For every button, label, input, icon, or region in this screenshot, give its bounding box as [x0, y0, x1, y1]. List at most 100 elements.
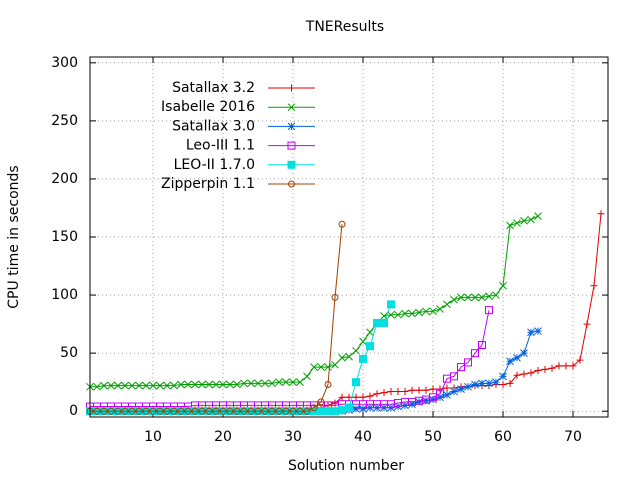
- marker: [288, 180, 295, 188]
- marker: [436, 305, 444, 313]
- marker: [163, 381, 171, 390]
- series: [86, 220, 346, 415]
- y-tick-label: 50: [60, 345, 78, 361]
- marker: [142, 381, 150, 390]
- marker: [366, 392, 374, 400]
- marker: [268, 379, 276, 388]
- marker: [485, 379, 493, 388]
- marker: [499, 372, 507, 381]
- marker: [387, 387, 395, 395]
- marker: [191, 380, 199, 389]
- marker: [373, 390, 381, 398]
- y-tick-label: 150: [51, 229, 78, 245]
- legend-label: Leo-III 1.1: [186, 138, 255, 154]
- chart-title: TNEResults: [305, 19, 384, 35]
- marker: [338, 406, 346, 415]
- marker: [520, 370, 528, 378]
- marker: [352, 393, 360, 401]
- y-tick-label: 100: [51, 287, 78, 303]
- marker: [156, 407, 164, 415]
- marker: [317, 407, 325, 416]
- marker: [562, 362, 570, 370]
- marker: [422, 386, 430, 394]
- marker: [317, 363, 325, 371]
- marker: [135, 381, 143, 390]
- marker: [506, 357, 514, 366]
- marker: [436, 389, 444, 398]
- marker: [352, 405, 360, 413]
- marker: [324, 380, 332, 388]
- marker: [331, 293, 339, 301]
- marker: [408, 309, 416, 318]
- marker: [506, 221, 514, 230]
- marker: [415, 398, 423, 406]
- series: [86, 212, 542, 391]
- plot-frame: [89, 56, 609, 418]
- marker: [268, 407, 276, 415]
- marker: [177, 407, 185, 415]
- marker: [324, 363, 332, 371]
- marker: [240, 407, 248, 415]
- x-tick-label: 50: [424, 429, 442, 445]
- marker: [534, 367, 542, 375]
- marker: [226, 380, 234, 389]
- marker: [429, 395, 437, 404]
- marker: [100, 407, 108, 415]
- marker: [415, 386, 423, 394]
- marker: [527, 328, 535, 337]
- legend-label: Isabelle 2016: [161, 99, 255, 115]
- marker: [394, 387, 402, 395]
- marker: [408, 400, 416, 409]
- marker: [464, 358, 472, 367]
- marker: [429, 385, 437, 393]
- marker: [422, 307, 430, 316]
- marker: [247, 379, 255, 388]
- marker: [394, 310, 402, 319]
- y-tick-label: 300: [51, 55, 78, 71]
- marker: [198, 407, 206, 415]
- marker: [583, 320, 591, 328]
- marker: [114, 407, 122, 415]
- marker: [408, 386, 416, 394]
- marker: [184, 407, 192, 415]
- x-tick-label: 60: [494, 429, 512, 445]
- marker: [212, 407, 220, 415]
- marker: [345, 403, 353, 412]
- marker: [338, 393, 346, 401]
- marker: [513, 371, 521, 379]
- marker: [205, 407, 213, 415]
- marker: [450, 387, 458, 396]
- marker: [107, 407, 115, 415]
- marker: [345, 393, 353, 401]
- marker: [478, 379, 486, 388]
- marker: [219, 380, 227, 389]
- marker: [513, 353, 521, 362]
- marker: [177, 380, 185, 389]
- plot-area: [86, 210, 605, 416]
- marker: [492, 378, 500, 387]
- marker: [107, 381, 115, 390]
- marker: [366, 328, 374, 337]
- marker: [506, 379, 514, 387]
- marker: [380, 312, 388, 320]
- y-axis-label: CPU time in seconds: [6, 165, 22, 308]
- marker: [373, 318, 381, 327]
- marker: [443, 384, 451, 392]
- marker: [527, 215, 535, 224]
- marker: [142, 407, 150, 415]
- marker: [352, 378, 360, 387]
- x-axis-label: Solution number: [288, 458, 404, 474]
- marker: [261, 407, 269, 415]
- marker: [471, 349, 479, 358]
- marker: [492, 291, 500, 299]
- marker: [457, 363, 465, 372]
- marker: [471, 380, 479, 389]
- marker: [303, 407, 311, 415]
- x-tick-label: 70: [564, 429, 582, 445]
- marker: [93, 407, 101, 415]
- marker: [380, 389, 388, 397]
- marker: [212, 380, 220, 389]
- marker: [450, 372, 458, 381]
- y-tick-label: 200: [51, 171, 78, 187]
